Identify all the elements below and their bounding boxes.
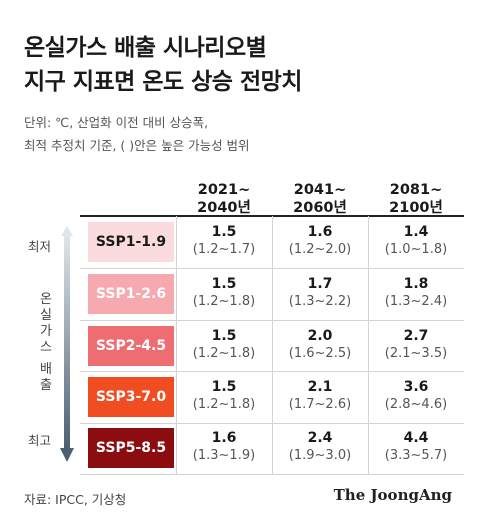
cell-value: 1.5: [211, 328, 237, 344]
table-cell: 1.5 (1.2~1.8): [176, 379, 272, 413]
cell-range: (1.3~2.4): [384, 294, 448, 309]
cell-range: (1.2~2.0): [288, 242, 352, 257]
chart-subtitle-line2: 최적 추정치 기준, ( )안은 높은 가능성 범위: [24, 138, 250, 153]
cell-range: (1.3~1.9): [192, 448, 256, 463]
scenario-label: SSP1-2.6: [95, 286, 167, 302]
axis-low-label: 최저: [28, 239, 52, 254]
column-header-line2: 2040년: [197, 200, 251, 216]
cell-range: (1.3~2.2): [288, 294, 352, 309]
cell-range: (1.2~1.8): [192, 346, 256, 361]
cell-range: (2.1~3.5): [384, 346, 448, 361]
cell-value: 1.5: [211, 276, 237, 292]
table-cell: 3.6 (2.8~4.6): [368, 379, 464, 413]
axis-vertical-char: 온: [40, 292, 52, 307]
cell-range: (1.7~2.6): [288, 397, 352, 412]
scenario-label: SSP3-7.0: [95, 389, 167, 405]
table-cell: 1.6 (1.3~1.9): [176, 430, 272, 464]
cell-range: (1.0~1.8): [384, 242, 448, 257]
source-note: 자료: IPCC, 기상청: [24, 492, 127, 507]
axis-vertical-char: 실: [40, 308, 52, 323]
cell-value: 1.6: [307, 224, 333, 240]
cell-value: 1.6: [211, 430, 237, 446]
axis-vertical-char: 배: [40, 362, 52, 377]
table-cell: 1.5 (1.2~1.8): [176, 276, 272, 310]
table-cell: 1.5 (1.2~1.8): [176, 328, 272, 362]
scenario-label: SSP1-1.9: [95, 234, 167, 250]
scenario-ssp1-26: SSP1-2.6: [88, 274, 174, 314]
table-cell: 2.1 (1.7~2.6): [272, 379, 368, 413]
scenario-ssp1-19: SSP1-1.9: [88, 222, 174, 262]
table-cell: 1.4 (1.0~1.8): [368, 224, 464, 258]
scenario-label: SSP2-4.5: [95, 338, 167, 354]
cell-range: (2.8~4.6): [384, 397, 448, 412]
axis-vertical-char: 가: [40, 324, 52, 339]
column-header-2081-2100: 2081~ 2100년: [368, 181, 464, 217]
column-header-line1: 2081~: [389, 182, 443, 198]
cell-value: 2.0: [307, 328, 333, 344]
cell-value: 1.7: [307, 276, 333, 292]
axis-high-label: 최고: [28, 433, 52, 448]
table-cell: 2.4 (1.9~3.0): [272, 430, 368, 464]
cell-value: 2.7: [403, 328, 429, 344]
cell-value: 2.1: [307, 379, 333, 395]
axis-vertical-label: 온 실 가 스 배 출: [38, 292, 54, 394]
column-header-line1: 2041~: [293, 182, 347, 198]
table-bottom-rule: [80, 474, 464, 475]
column-header-line1: 2021~: [197, 182, 251, 198]
table-cell: 1.6 (1.2~2.0): [272, 224, 368, 258]
axis-vertical-char: 스: [40, 340, 52, 355]
table-cell: 1.7 (1.3~2.2): [272, 276, 368, 310]
cell-value: 1.4: [403, 224, 429, 240]
table-cell: 1.8 (1.3~2.4): [368, 276, 464, 310]
cell-range: (1.2~1.8): [192, 397, 256, 412]
cell-value: 1.8: [403, 276, 429, 292]
column-header-2041-2060: 2041~ 2060년: [272, 181, 368, 217]
cell-range: (3.3~5.7): [384, 448, 448, 463]
cell-range: (1.6~2.5): [288, 346, 352, 361]
column-divider: [272, 216, 273, 474]
chart-subtitle-line1: 단위: ℃, 산업화 이전 대비 상승폭,: [24, 115, 209, 130]
column-divider: [176, 216, 177, 474]
scenario-ssp2-45: SSP2-4.5: [88, 326, 174, 366]
cell-value: 1.5: [211, 379, 237, 395]
scenario-label: SSP5-8.5: [95, 440, 167, 456]
column-divider: [368, 216, 369, 474]
cell-value: 2.4: [307, 430, 333, 446]
scenario-ssp5-85: SSP5-8.5: [88, 428, 174, 468]
table-cell: 4.4 (3.3~5.7): [368, 430, 464, 464]
column-header-line2: 2100년: [389, 200, 443, 216]
column-header-line2: 2060년: [293, 200, 347, 216]
cell-value: 1.5: [211, 224, 237, 240]
brand-logo: The JoongAng: [333, 486, 452, 504]
cell-range: (1.2~1.8): [192, 294, 256, 309]
chart-title-line2: 지구 지표면 온도 상승 전망치: [24, 69, 302, 95]
table-cell: 1.5 (1.2~1.7): [176, 224, 272, 258]
axis-vertical-char: 출: [40, 378, 52, 393]
cell-value: 3.6: [403, 379, 429, 395]
table-cell: 2.7 (2.1~3.5): [368, 328, 464, 362]
table-cell: 2.0 (1.6~2.5): [272, 328, 368, 362]
cell-range: (1.9~3.0): [288, 448, 352, 463]
cell-range: (1.2~1.7): [192, 242, 256, 257]
column-header-2021-2040: 2021~ 2040년: [176, 181, 272, 217]
chart-title-line1: 온실가스 배출 시나리오별: [24, 35, 267, 61]
cell-value: 4.4: [403, 430, 429, 446]
emission-gradient-arrow-icon: [60, 226, 74, 462]
scenario-ssp3-70: SSP3-7.0: [88, 377, 174, 417]
